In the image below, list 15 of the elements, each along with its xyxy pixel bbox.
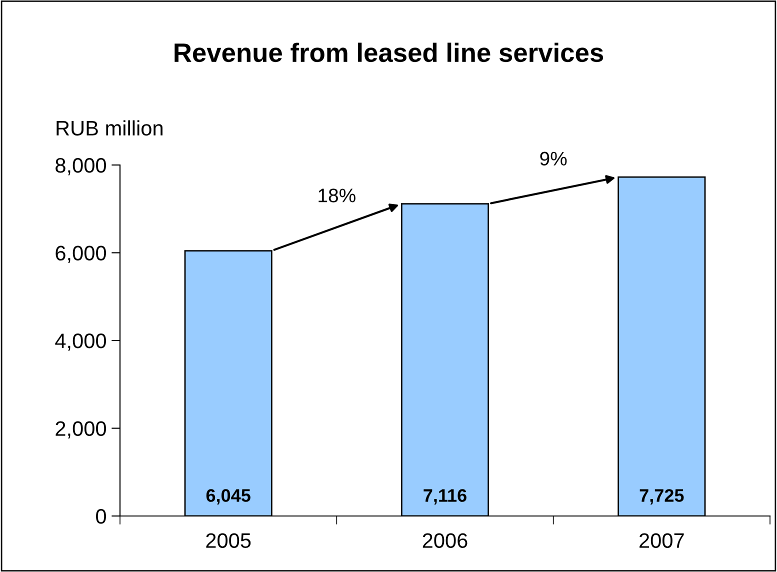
y-tick-label: 6,000 [56,246,106,263]
annotation: 18% [318,188,356,202]
data-label: 7,116 [424,489,466,505]
y-tick-label: 4,000 [55,334,106,351]
data-label: 6,045 [206,489,250,505]
y-tick-label: 2,000 [56,421,106,438]
annotation: 9% [540,152,567,166]
x-tick-label: 2007 [640,533,684,548]
data-label: 7,725 [640,489,684,505]
y-axis-title: RUB million [56,120,162,136]
y-tick-label: 0 [96,509,106,524]
y-tick-label: 8,000 [56,158,106,176]
x-tick-label: 2006 [422,533,468,548]
chart-title: Revenue from leased line services [174,42,604,62]
x-tick-label: 2005 [206,533,251,548]
